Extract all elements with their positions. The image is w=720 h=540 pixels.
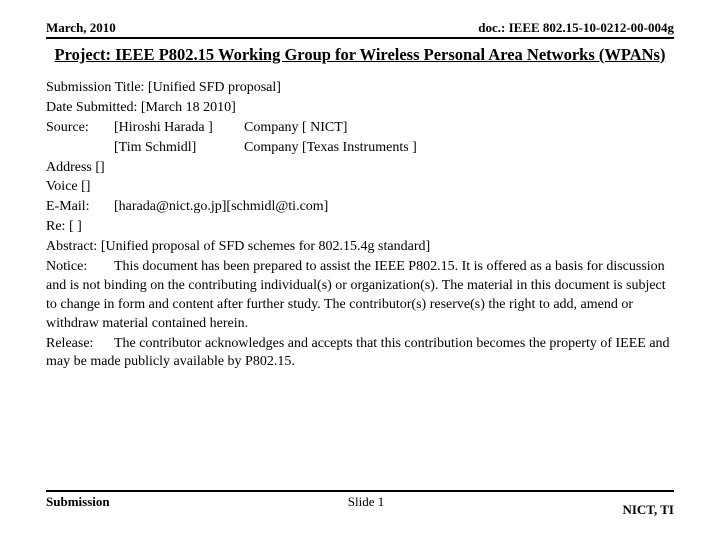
footer-slide-number: Slide 1 (348, 494, 384, 510)
source-name-1: [Hiroshi Harada ] (114, 119, 244, 138)
voice-line: Voice [] (46, 178, 674, 197)
release-text: The contributor acknowledges and accepts… (46, 336, 670, 370)
source-line-1: Source:[Hiroshi Harada ]Company [ NICT] (46, 119, 674, 138)
notice-paragraph: Notice:This document has been prepared t… (46, 258, 674, 334)
re-line: Re: [ ] (46, 218, 674, 237)
release-label: Release: (46, 335, 114, 354)
footer-right: NICT, TI (622, 494, 674, 518)
date-submitted: Date Submitted: [March 18 2010] (46, 99, 674, 118)
title-prefix: Project: IEEE P802.15 (55, 45, 215, 64)
title-rest: Working Group for Wireless Personal Area… (214, 45, 665, 64)
source-label: Source: (46, 119, 114, 138)
footer-bar: Submission Slide 1 NICT, TI (46, 490, 674, 518)
notice-label: Notice: (46, 258, 114, 277)
address-line: Address [] (46, 159, 674, 178)
notice-text: This document has been prepared to assis… (46, 259, 666, 331)
email-value: [harada@nict.go.jp][schmidl@ti.com] (114, 199, 328, 214)
source-company-2: Company [Texas Instruments ] (244, 140, 417, 155)
source-name-2: [Tim Schmidl] (114, 139, 244, 158)
source-company-1: Company [ NICT] (244, 120, 347, 135)
email-line: E-Mail:[harada@nict.go.jp][schmidl@ti.co… (46, 198, 674, 217)
header-doc-id: doc.: IEEE 802.15-10-0212-00-004g (478, 20, 674, 36)
submission-title: Submission Title: [Unified SFD proposal] (46, 79, 674, 98)
document-body: Submission Title: [Unified SFD proposal]… (46, 79, 674, 372)
document-title: Project: IEEE P802.15 Working Group for … (46, 45, 674, 65)
email-label: E-Mail: (46, 198, 114, 217)
release-paragraph: Release:The contributor acknowledges and… (46, 335, 674, 373)
header-date: March, 2010 (46, 20, 116, 36)
footer-left: Submission (46, 494, 110, 510)
header-bar: March, 2010 doc.: IEEE 802.15-10-0212-00… (46, 20, 674, 39)
source-line-2: [Tim Schmidl]Company [Texas Instruments … (46, 139, 674, 158)
abstract-line: Abstract: [Unified proposal of SFD schem… (46, 238, 674, 257)
